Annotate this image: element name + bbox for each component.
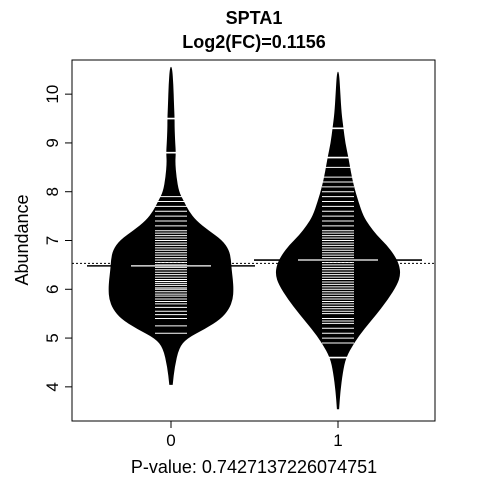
x-axis-label: P-value: 0.7427137226074751 [131, 457, 377, 477]
chart-subtitle: Log2(FC)=0.1156 [182, 32, 326, 52]
y-tick-label-7: 7 [43, 236, 62, 245]
y-tick-label-10: 10 [43, 85, 62, 104]
bean-group-0 [87, 66, 255, 385]
y-axis: 4 5 6 7 8 9 10 [43, 85, 73, 392]
y-tick-label-8: 8 [43, 187, 62, 196]
chart-title: SPTA1 [226, 8, 283, 28]
beans-layer [87, 66, 422, 410]
y-tick-label-9: 9 [43, 138, 62, 147]
x-tick-label-1: 1 [333, 431, 342, 450]
y-tick-label-4: 4 [43, 382, 62, 391]
y-tick-label-5: 5 [43, 333, 62, 342]
y-axis-label: Abundance [12, 194, 32, 285]
y-tick-label-6: 6 [43, 285, 62, 294]
bean-group-1 [254, 71, 422, 410]
x-tick-label-0: 0 [166, 431, 175, 450]
